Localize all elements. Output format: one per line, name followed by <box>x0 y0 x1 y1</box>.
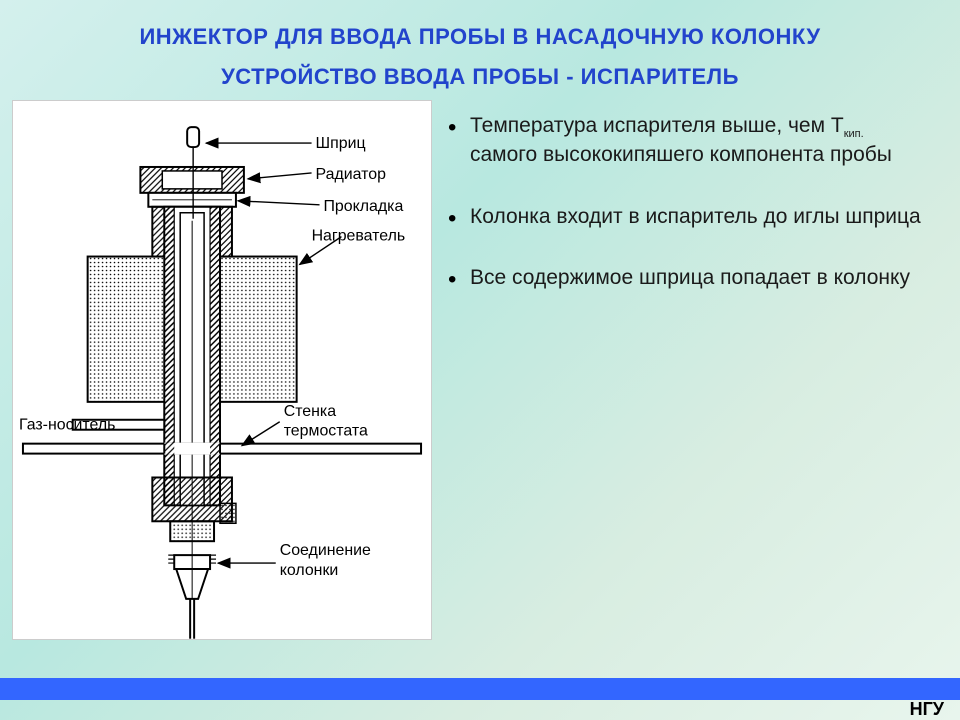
label-radiator: Радиатор <box>316 166 387 183</box>
bullet-1: Температура испарителя выше, чем Ткип. с… <box>448 112 930 169</box>
footer-text: НГУ <box>910 699 944 720</box>
label-heater: Нагреватель <box>312 228 406 245</box>
label-conn1: Соединение <box>280 542 371 559</box>
label-thermo1: Стенка <box>284 403 337 420</box>
title-sub: УСТРОЙСТВО ВВОДА ПРОБЫ - ИСПАРИТЕЛЬ <box>0 50 960 90</box>
title-main: ИНЖЕКТОР ДЛЯ ВВОДА ПРОБЫ В НАСАДОЧНУЮ КО… <box>0 0 960 50</box>
label-carrier: Газ-носитель <box>19 417 115 434</box>
footer-bar <box>0 678 960 700</box>
injector-diagram: Шприц Радиатор Прокладка Нагреватель Сте… <box>12 100 432 640</box>
label-gasket: Прокладка <box>324 198 404 215</box>
label-syringe: Шприц <box>316 135 366 152</box>
label-thermo2: термостата <box>284 423 368 440</box>
content-row: Шприц Радиатор Прокладка Нагреватель Сте… <box>0 100 960 640</box>
bullet-2: Колонка входит в испаритель до иглы шпри… <box>448 203 930 230</box>
slide: ИНЖЕКТОР ДЛЯ ВВОДА ПРОБЫ В НАСАДОЧНУЮ КО… <box>0 0 960 720</box>
label-conn2: колонки <box>280 562 339 579</box>
bullet-list: Температура испарителя выше, чем Ткип. с… <box>432 100 960 640</box>
bullet-3: Все содержимое шприца попадает в колонку <box>448 264 930 291</box>
